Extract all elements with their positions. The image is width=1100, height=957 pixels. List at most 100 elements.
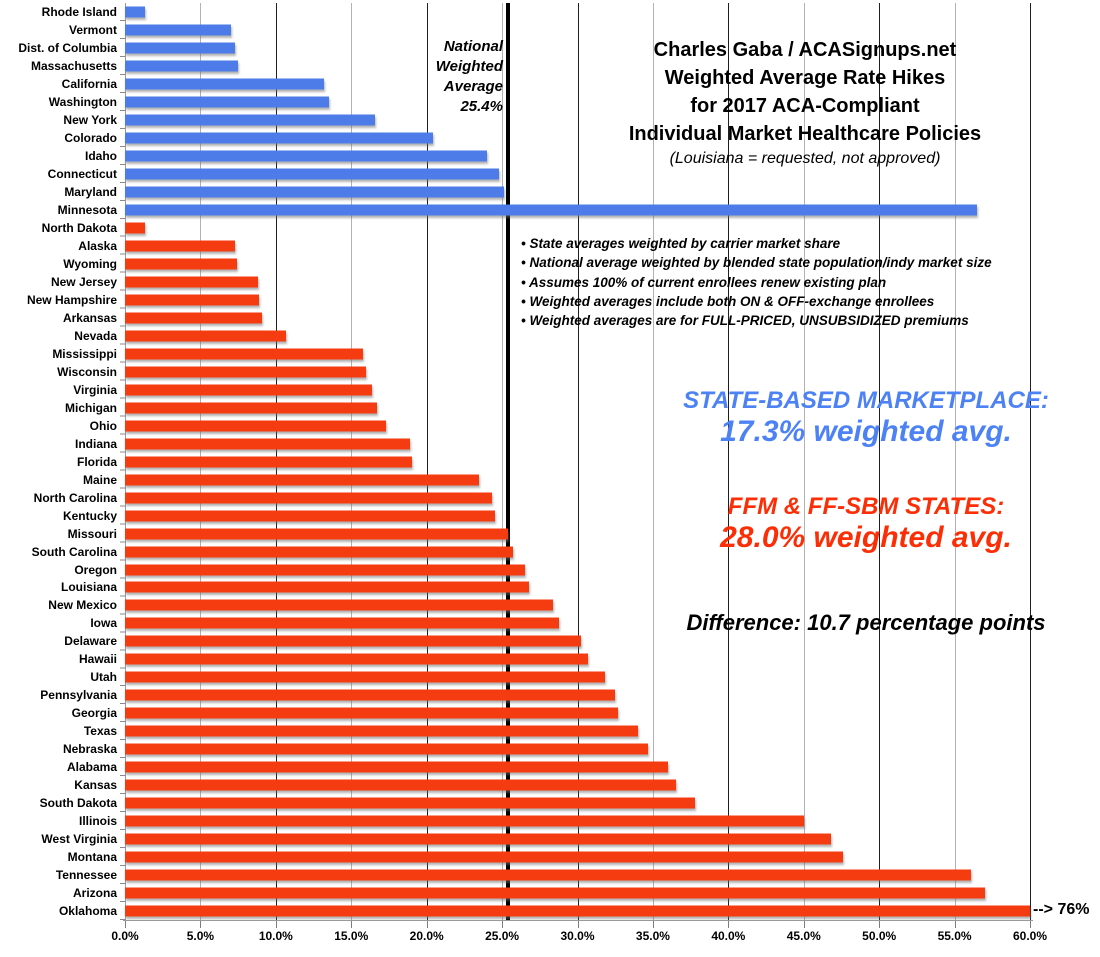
gridline (803, 3, 805, 920)
state-bar-ffm (125, 222, 145, 234)
state-label: Alaska (78, 238, 117, 253)
state-bar-sbm (125, 150, 487, 162)
bar-track (125, 309, 1030, 327)
bar-track (125, 614, 1030, 632)
state-row: Hawaii (0, 650, 1030, 668)
bar-track (125, 848, 1030, 866)
state-bar-ffm (125, 240, 236, 252)
y-axis-ticks (120, 3, 125, 920)
bar-track (125, 489, 1030, 507)
state-bar-ffm (125, 671, 605, 683)
state-row: Nebraska (0, 740, 1030, 758)
x-axis-tick (1030, 921, 1031, 928)
state-label: Minnesota (57, 202, 117, 217)
bar-track (125, 75, 1030, 93)
national-note-line: Weighted (435, 58, 503, 75)
bar-track (125, 794, 1030, 812)
state-bar-ffm (125, 833, 831, 845)
state-bar-ffm (125, 635, 581, 647)
state-bar-ffm (125, 348, 364, 360)
x-axis-tick-label: 30.0% (560, 929, 595, 943)
state-row: Maryland (0, 183, 1030, 201)
bar-track (125, 668, 1030, 686)
state-label: South Carolina (31, 544, 117, 559)
state-row: Alabama (0, 758, 1030, 776)
state-bar-ffm (125, 581, 530, 593)
state-label: Oregon (74, 562, 117, 577)
state-row: Mississippi (0, 345, 1030, 363)
national-note-line: National (443, 38, 503, 55)
title-subtitle: (Louisiana = requested, not approved) (669, 150, 941, 167)
x-axis-line (123, 920, 1033, 921)
title-line: Charles Gaba / ACASignups.net (653, 39, 957, 61)
note-line: • State averages weighted by carrier mar… (521, 236, 841, 251)
bar-track (125, 111, 1030, 129)
state-bar-ffm (125, 653, 589, 665)
bar-track (125, 399, 1030, 417)
state-row: Utah (0, 668, 1030, 686)
state-label: Florida (76, 454, 117, 469)
state-label: Utah (90, 670, 117, 685)
state-bar-sbm (125, 42, 236, 54)
bar-track (125, 363, 1030, 381)
x-axis-tick-label: 50.0% (862, 929, 897, 943)
state-bar-ffm (125, 851, 843, 863)
bar-track (125, 273, 1030, 291)
bar-track (125, 21, 1030, 39)
state-bar-sbm (125, 186, 504, 198)
gridline (652, 3, 654, 920)
state-label: North Carolina (33, 490, 117, 505)
state-row: South Carolina (0, 543, 1030, 561)
state-bar-ffm (125, 258, 237, 270)
bar-track (125, 758, 1030, 776)
x-axis-tick-label: 25.0% (485, 929, 520, 943)
x-axis-tick (728, 921, 730, 928)
gridline (577, 3, 579, 920)
state-label: Montana (67, 850, 117, 865)
state-label: Hawaii (78, 652, 117, 667)
state-label: Mississippi (52, 346, 117, 361)
state-label: Indiana (74, 436, 117, 451)
x-axis-tick-label: 15.0% (334, 929, 369, 943)
bar-track (125, 866, 1030, 884)
state-row: Michigan (0, 399, 1030, 417)
bar-track (125, 435, 1030, 453)
state-bar-ffm (125, 725, 638, 737)
state-row: Florida (0, 453, 1030, 471)
state-bar-sbm (125, 168, 500, 180)
state-label: Delaware (64, 634, 117, 649)
state-row: Dist. of Columbia (0, 39, 1030, 57)
state-label: Connecticut (47, 166, 117, 181)
state-label: New Hampshire (26, 292, 117, 307)
x-axis-tick-label: 0.0% (111, 929, 139, 943)
state-label: Georgia (71, 706, 117, 721)
state-row: Montana (0, 848, 1030, 866)
state-bar-ffm (125, 797, 696, 809)
gridline (954, 3, 956, 920)
state-bar-ffm (125, 492, 492, 504)
x-axis-tick (803, 921, 805, 928)
state-bar-sbm (125, 204, 978, 216)
state-bar-sbm (125, 6, 145, 18)
state-label: Rhode Island (41, 4, 117, 19)
bar-track (125, 57, 1030, 75)
bar-track (125, 884, 1030, 902)
bar-track (125, 291, 1030, 309)
national-note-line: 25.4% (460, 98, 503, 115)
state-label: Dist. of Columbia (18, 40, 117, 55)
state-bar-sbm (125, 24, 231, 36)
bar-track (125, 632, 1030, 650)
bar-track (125, 830, 1030, 848)
state-label: Illinois (78, 814, 117, 829)
state-bar-ffm (125, 761, 668, 773)
state-row: Maine (0, 471, 1030, 489)
state-label: Alabama (66, 760, 117, 775)
state-bar-ffm (125, 474, 480, 486)
state-label: Nevada (74, 328, 117, 343)
state-row: New Mexico (0, 596, 1030, 614)
note-line: • Assumes 100% of current enrollees rene… (521, 274, 887, 290)
bar-track (125, 3, 1030, 21)
state-label: Maryland (64, 184, 117, 199)
state-row: North Carolina (0, 489, 1030, 507)
state-row: California (0, 75, 1030, 93)
